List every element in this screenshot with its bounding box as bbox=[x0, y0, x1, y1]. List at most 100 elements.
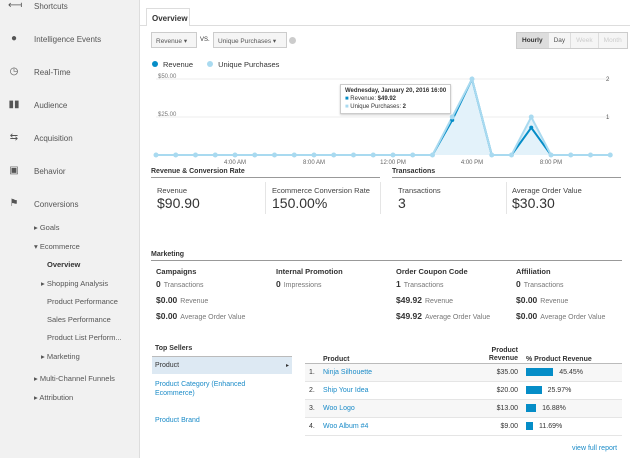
marketing-col-title: Internal Promotion bbox=[276, 267, 343, 276]
nav-goals[interactable]: ▸ Goals bbox=[34, 223, 60, 232]
pct-value: 45.45% bbox=[559, 368, 584, 376]
metric2-select[interactable]: Unique Purchases ▾ bbox=[213, 32, 287, 48]
purchases-point[interactable] bbox=[390, 152, 396, 158]
pct-bar bbox=[526, 422, 533, 430]
product-link[interactable]: Ship Your Idea bbox=[319, 381, 472, 400]
top-sellers-product-label: Product bbox=[155, 362, 180, 369]
metric-label: Transactions bbox=[523, 282, 564, 289]
nav-product-performance[interactable]: Product Performance bbox=[47, 297, 118, 306]
nav-shopping-analysis[interactable]: ▸ Shopping Analysis bbox=[41, 279, 109, 288]
sidebar: ⟻ Shortcuts ● Intelligence Events ◷ Real-Ti… bbox=[0, 0, 140, 458]
metric-label: Revenue bbox=[425, 298, 454, 305]
purchases-point[interactable] bbox=[153, 152, 159, 158]
nav-marketing[interactable]: ▸ Marketing bbox=[41, 352, 80, 361]
purchases-point[interactable] bbox=[588, 152, 593, 158]
nav-acquisition[interactable]: ⇆ Acquisition bbox=[8, 132, 73, 144]
nav-real-time[interactable]: ◷ Real-Time bbox=[8, 66, 71, 78]
nav-behavior[interactable]: ▣ Behavior bbox=[8, 165, 65, 177]
purchases-point[interactable] bbox=[291, 152, 297, 158]
day-button[interactable]: Day bbox=[548, 33, 572, 48]
purchases-point[interactable] bbox=[469, 76, 475, 82]
nav-shortcuts[interactable]: ⟻ Shortcuts bbox=[8, 0, 68, 12]
purchases-point[interactable] bbox=[272, 152, 277, 158]
nav-label: Conversions bbox=[34, 199, 79, 209]
purchases-point[interactable] bbox=[607, 152, 613, 158]
marketing-metric: 1 Transactions bbox=[396, 279, 490, 289]
tooltip-purchases-label: Unique Purchases: bbox=[350, 104, 401, 110]
kpi-value: 150.00% bbox=[272, 195, 328, 211]
nav-intelligence-events[interactable]: ● Intelligence Events bbox=[8, 33, 101, 45]
pct-value: 25.97% bbox=[547, 386, 572, 394]
pct-bar bbox=[526, 386, 542, 394]
tab-divider bbox=[140, 25, 630, 26]
week-button[interactable]: Week bbox=[571, 33, 599, 48]
hourly-button[interactable]: Hourly bbox=[517, 33, 549, 48]
top-sellers-product[interactable]: Product ▸ bbox=[152, 356, 292, 374]
kpi-value: $90.90 bbox=[157, 195, 200, 211]
purchases-point[interactable] bbox=[331, 152, 337, 158]
purchases-point[interactable] bbox=[193, 152, 198, 158]
kpi-label: Ecommerce Conversion Rate bbox=[272, 186, 370, 195]
y-left-tick: $50.00 bbox=[158, 74, 177, 80]
metric2-value: Unique Purchases bbox=[218, 38, 272, 45]
purchases-point[interactable] bbox=[509, 152, 514, 158]
nav-attribution[interactable]: ▸ Attribution bbox=[34, 393, 74, 402]
top-sellers-brand[interactable]: Product Brand bbox=[155, 417, 200, 424]
purchases-point[interactable] bbox=[430, 152, 435, 158]
metric-value: $0.00 bbox=[516, 311, 538, 321]
metric-label: Average Order Value bbox=[425, 314, 491, 321]
purchases-point[interactable] bbox=[528, 114, 534, 120]
rcr-title: Revenue & Conversion Rate bbox=[151, 168, 380, 178]
nav-overview[interactable]: Overview bbox=[47, 260, 81, 269]
product-link[interactable]: Ninja Silhouette bbox=[319, 363, 472, 382]
tab-overview[interactable]: Overview bbox=[146, 8, 190, 26]
purchases-point[interactable] bbox=[449, 114, 455, 120]
purchases-point[interactable] bbox=[232, 152, 238, 158]
marketing-metric: $0.00 Revenue bbox=[156, 295, 245, 305]
product-link[interactable]: Woo Logo bbox=[319, 399, 472, 418]
top-sellers-category[interactable]: Product Category (Enhanced Ecommerce) bbox=[155, 381, 246, 397]
metric1-value: Revenue bbox=[156, 38, 183, 45]
clear-compare-icon[interactable] bbox=[289, 37, 296, 44]
metric-label: Impressions bbox=[283, 282, 322, 289]
kpi-revenue: Revenue $90.90 bbox=[157, 186, 200, 211]
purchases-point[interactable] bbox=[489, 152, 495, 158]
legend-revenue[interactable]: Revenue bbox=[163, 60, 194, 69]
flag-icon: ⚑ bbox=[9, 198, 19, 209]
product-link[interactable]: Woo Album #4 bbox=[319, 417, 472, 436]
kpi-value: 3 bbox=[398, 195, 406, 211]
purchases-point[interactable] bbox=[311, 152, 317, 158]
legend-purchases[interactable]: Unique Purchases bbox=[218, 60, 280, 69]
y-right-tick: 2 bbox=[606, 77, 610, 83]
purchases-point[interactable] bbox=[173, 152, 179, 158]
purchases-point[interactable] bbox=[370, 152, 376, 158]
purchases-point[interactable] bbox=[212, 152, 218, 158]
nav-conversions[interactable]: ⚑ Conversions bbox=[8, 198, 79, 210]
x-tick: 12:00 PM bbox=[380, 160, 406, 166]
nav-sales-performance[interactable]: Sales Performance bbox=[47, 315, 111, 324]
nav-ecommerce[interactable]: ▾ Ecommerce bbox=[34, 242, 80, 251]
revenue-point[interactable] bbox=[529, 125, 534, 130]
legend-purchases-swatch bbox=[207, 61, 214, 67]
month-button[interactable]: Month bbox=[598, 33, 627, 48]
purchases-point[interactable] bbox=[351, 152, 356, 158]
purchases-point[interactable] bbox=[548, 152, 554, 158]
tooltip-revenue-label: Revenue: bbox=[350, 96, 376, 102]
metric-value: $0.00 bbox=[516, 295, 538, 305]
nav-product-list-performance[interactable]: Product List Perform... bbox=[47, 333, 122, 342]
marketing-campaigns: Campaigns 0 Transactions $0.00 Revenue $0.00 A… bbox=[156, 267, 245, 321]
kpi-transactions: Transactions 3 bbox=[398, 186, 441, 211]
nav-multi-channel-funnels[interactable]: ▸ Multi-Channel Funnels bbox=[34, 374, 115, 383]
tooltip-purchases-value: 2 bbox=[402, 104, 407, 110]
nav-audience[interactable]: ▮▮ Audience bbox=[8, 99, 67, 111]
metric1-select[interactable]: Revenue ▾ bbox=[151, 32, 197, 48]
purchases-point[interactable] bbox=[252, 152, 258, 158]
purchases-point[interactable] bbox=[568, 152, 574, 158]
granularity-toggle: Hourly Day Week Month bbox=[516, 32, 628, 49]
view-full-report-link[interactable]: view full report bbox=[572, 445, 618, 452]
table-row: 4. Woo Album #4 $9.00 11.69% bbox=[305, 417, 622, 436]
nav-label: Acquisition bbox=[34, 133, 73, 143]
marketing-internal-promotion: Internal Promotion 0 Impressions bbox=[276, 267, 343, 289]
marketing-metric: 0 Transactions bbox=[516, 279, 605, 289]
purchases-point[interactable] bbox=[410, 152, 416, 158]
